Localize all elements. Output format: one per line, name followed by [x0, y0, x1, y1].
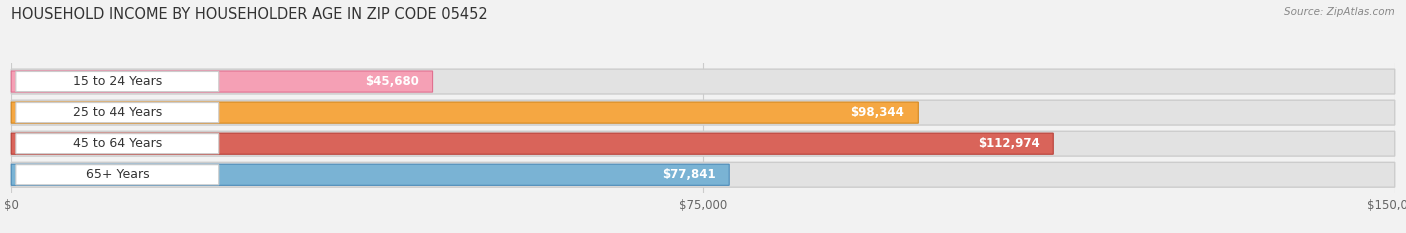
FancyBboxPatch shape — [11, 69, 1395, 94]
Text: $112,974: $112,974 — [977, 137, 1039, 150]
Text: 15 to 24 Years: 15 to 24 Years — [73, 75, 162, 88]
Text: 65+ Years: 65+ Years — [86, 168, 149, 181]
FancyBboxPatch shape — [11, 162, 1395, 187]
FancyBboxPatch shape — [11, 102, 918, 123]
Text: HOUSEHOLD INCOME BY HOUSEHOLDER AGE IN ZIP CODE 05452: HOUSEHOLD INCOME BY HOUSEHOLDER AGE IN Z… — [11, 7, 488, 22]
FancyBboxPatch shape — [11, 131, 1395, 156]
Text: $98,344: $98,344 — [851, 106, 904, 119]
FancyBboxPatch shape — [11, 133, 1053, 154]
Text: $77,841: $77,841 — [662, 168, 716, 181]
FancyBboxPatch shape — [15, 134, 219, 154]
FancyBboxPatch shape — [15, 103, 219, 123]
Text: 25 to 44 Years: 25 to 44 Years — [73, 106, 162, 119]
FancyBboxPatch shape — [11, 100, 1395, 125]
FancyBboxPatch shape — [15, 165, 219, 185]
FancyBboxPatch shape — [15, 72, 219, 92]
Text: 45 to 64 Years: 45 to 64 Years — [73, 137, 162, 150]
Text: Source: ZipAtlas.com: Source: ZipAtlas.com — [1284, 7, 1395, 17]
FancyBboxPatch shape — [11, 164, 730, 185]
Text: $45,680: $45,680 — [366, 75, 419, 88]
FancyBboxPatch shape — [11, 71, 433, 92]
